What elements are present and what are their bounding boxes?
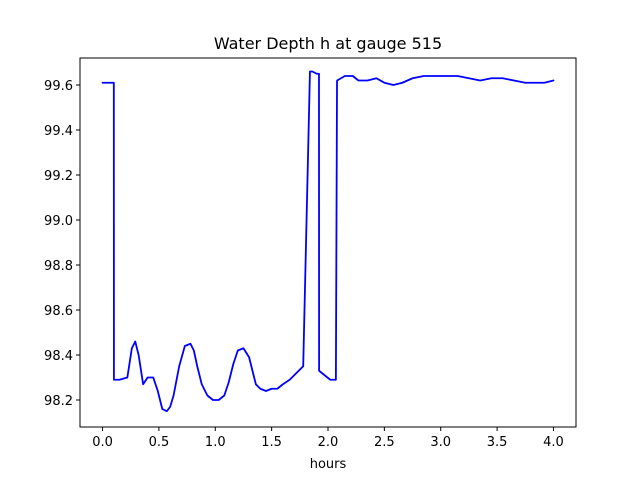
chart-title: Water Depth h at gauge 515	[214, 34, 442, 53]
y-tick-label: 99.4	[44, 124, 73, 139]
plot-frame	[79, 57, 577, 428]
y-tick-label: 98.2	[44, 394, 73, 409]
y-tick-label: 99.2	[44, 169, 73, 184]
plot-area	[101, 70, 555, 413]
y-tick-label: 99.0	[44, 214, 73, 229]
x-tick-label: 4.0	[543, 435, 564, 450]
x-tick-label: 1.5	[261, 435, 282, 450]
y-tick-label: 98.4	[44, 349, 73, 364]
x-tick-label: 2.0	[318, 435, 339, 450]
y-tick-label: 99.6	[44, 79, 73, 94]
x-tick-label: 0.5	[149, 435, 170, 450]
y-tick-label: 98.6	[44, 304, 73, 319]
x-tick-label: 1.0	[205, 435, 226, 450]
y-tick-label: 98.8	[44, 259, 73, 274]
y-axis: 98.2 98.4 98.6 98.8 99.0 99.2 99.4 99.6	[44, 79, 80, 409]
x-axis-label: hours	[310, 457, 347, 472]
x-axis: 0.0 0.5 1.0 1.5 2.0 2.5 3.0 3.5 4.0	[92, 427, 564, 450]
x-tick-label: 0.0	[92, 435, 113, 450]
series-line	[101, 70, 555, 413]
x-tick-label: 3.0	[430, 435, 451, 450]
x-tick-label: 3.5	[487, 435, 508, 450]
x-tick-label: 2.5	[374, 435, 395, 450]
